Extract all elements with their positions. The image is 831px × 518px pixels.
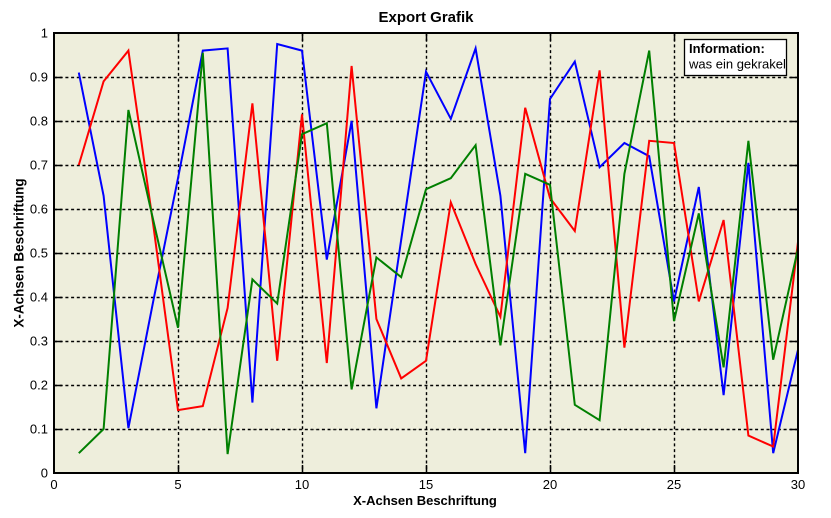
svg-text:10: 10 [295, 477, 309, 492]
svg-text:30: 30 [791, 477, 805, 492]
svg-text:X-Achsen Beschriftung: X-Achsen Beschriftung [12, 178, 27, 327]
svg-text:0.7: 0.7 [30, 158, 48, 173]
svg-text:0.1: 0.1 [30, 422, 48, 437]
svg-text:0.6: 0.6 [30, 202, 48, 217]
svg-text:0: 0 [41, 466, 48, 481]
svg-text:0: 0 [50, 477, 57, 492]
svg-text:was ein gekrakel: was ein gekrakel [688, 57, 786, 72]
svg-text:15: 15 [419, 477, 433, 492]
svg-text:0.8: 0.8 [30, 114, 48, 129]
svg-text:25: 25 [667, 477, 681, 492]
svg-text:0.3: 0.3 [30, 334, 48, 349]
svg-text:0.4: 0.4 [30, 290, 48, 305]
svg-text:Export Grafik: Export Grafik [378, 9, 474, 26]
svg-text:Information:: Information: [689, 41, 765, 56]
svg-text:20: 20 [543, 477, 557, 492]
svg-text:0.9: 0.9 [30, 70, 48, 85]
svg-text:0.5: 0.5 [30, 246, 48, 261]
svg-text:0.2: 0.2 [30, 378, 48, 393]
svg-text:X-Achsen Beschriftung: X-Achsen Beschriftung [353, 493, 497, 508]
svg-text:5: 5 [174, 477, 181, 492]
svg-text:1: 1 [41, 26, 48, 41]
